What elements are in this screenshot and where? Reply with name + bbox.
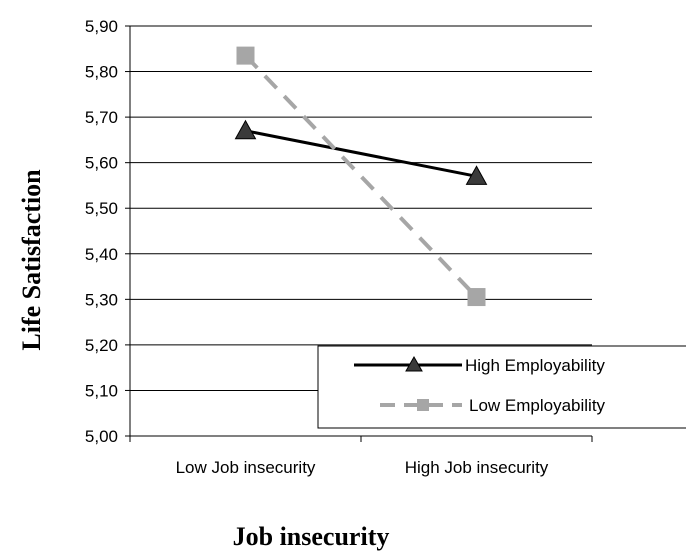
y-tick-label: 5,50 xyxy=(85,199,118,218)
series-group xyxy=(234,46,488,307)
legend-triangle-marker-icon xyxy=(405,355,423,372)
y-axis-ticks: 5,00 5,10 5,20 5,30 5,40 5,50 5,60 5,70 5,80 5,90 xyxy=(85,17,130,446)
y-tick-label: 5,80 xyxy=(85,63,118,82)
series-line-low-employability xyxy=(244,54,478,299)
legend-item-high-employability: High Employability xyxy=(354,355,605,375)
x-tick-label: High Job insecurity xyxy=(405,458,549,477)
data-point-high-employability xyxy=(465,165,488,185)
y-axis-title: Life Satisfaction xyxy=(17,169,46,351)
legend-square-marker-icon xyxy=(417,399,429,411)
x-axis-ticks: Low Job insecurity High Job insecurity xyxy=(129,436,593,477)
x-tick-label: Low Job insecurity xyxy=(176,458,316,477)
y-tick-label: 5,70 xyxy=(85,108,118,127)
y-tick-label: 5,00 xyxy=(85,427,118,446)
legend: High Employability Low Employability xyxy=(317,345,686,429)
y-tick-label: 5,90 xyxy=(85,17,118,36)
gridlines xyxy=(130,25,592,391)
y-tick-label: 5,30 xyxy=(85,290,118,309)
y-tick-label: 5,20 xyxy=(85,336,118,355)
data-point-low-employability xyxy=(236,46,255,65)
legend-label-high-employability: High Employability xyxy=(465,356,605,375)
x-axis-title: Job insecurity xyxy=(233,522,390,551)
y-tick-label: 5,10 xyxy=(85,381,118,400)
data-point-high-employability xyxy=(234,119,257,140)
series-line-high-employability xyxy=(245,129,477,178)
y-tick-label: 5,40 xyxy=(85,245,118,264)
y-tick-label: 5,60 xyxy=(85,154,118,173)
legend-box xyxy=(317,345,686,429)
legend-item-low-employability: Low Employability xyxy=(380,396,606,415)
legend-label-low-employability: Low Employability xyxy=(469,396,606,415)
data-point-low-employability xyxy=(467,288,486,307)
